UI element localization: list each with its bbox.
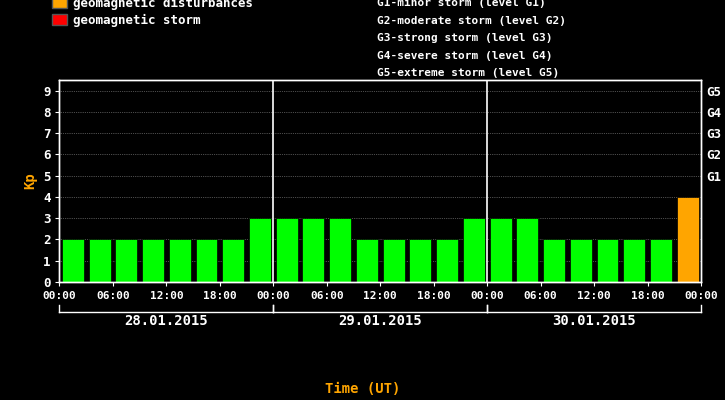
Bar bbox=[516, 218, 538, 282]
Bar bbox=[489, 218, 512, 282]
Text: 28.01.2015: 28.01.2015 bbox=[125, 314, 208, 328]
Bar bbox=[624, 240, 645, 282]
Text: G3-strong storm (level G3): G3-strong storm (level G3) bbox=[377, 33, 552, 43]
Bar bbox=[249, 218, 271, 282]
Bar bbox=[223, 240, 244, 282]
Legend: geomagnetic calm, geomagnetic disturbances, geomagnetic storm: geomagnetic calm, geomagnetic disturbanc… bbox=[46, 0, 258, 32]
Bar bbox=[383, 240, 405, 282]
Text: G1-minor storm (level G1): G1-minor storm (level G1) bbox=[377, 0, 546, 8]
Bar bbox=[597, 240, 618, 282]
Text: G2-moderate storm (level G2): G2-moderate storm (level G2) bbox=[377, 16, 566, 26]
Text: G4-severe storm (level G4): G4-severe storm (level G4) bbox=[377, 51, 552, 61]
Bar bbox=[463, 218, 485, 282]
Bar bbox=[196, 240, 217, 282]
Text: G5-extreme storm (level G5): G5-extreme storm (level G5) bbox=[377, 68, 559, 78]
Bar bbox=[276, 218, 298, 282]
Bar bbox=[650, 240, 672, 282]
Bar bbox=[142, 240, 164, 282]
Bar bbox=[410, 240, 431, 282]
Text: 29.01.2015: 29.01.2015 bbox=[339, 314, 422, 328]
Text: Time (UT): Time (UT) bbox=[325, 382, 400, 396]
Bar bbox=[436, 240, 458, 282]
Bar bbox=[88, 240, 110, 282]
Bar bbox=[543, 240, 565, 282]
Bar bbox=[570, 240, 592, 282]
Text: 30.01.2015: 30.01.2015 bbox=[552, 314, 636, 328]
Y-axis label: Kp: Kp bbox=[23, 173, 38, 189]
Bar bbox=[302, 218, 324, 282]
Bar bbox=[676, 197, 699, 282]
Bar bbox=[115, 240, 137, 282]
Bar bbox=[356, 240, 378, 282]
Bar bbox=[329, 218, 351, 282]
Bar bbox=[62, 240, 84, 282]
Bar bbox=[169, 240, 191, 282]
